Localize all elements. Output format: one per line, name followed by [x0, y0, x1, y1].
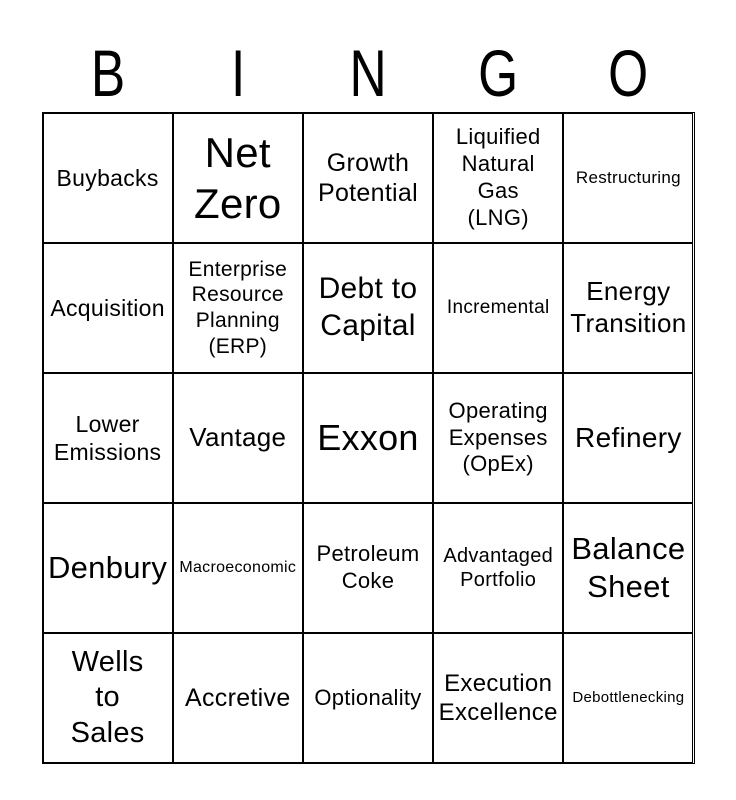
cell-label: Denbury — [47, 550, 168, 586]
bingo-cell-r1c2[interactable]: Net Zero — [172, 113, 303, 243]
cell-label: Debt to Capital — [318, 272, 418, 342]
cell-label: Petroleum Coke — [316, 541, 420, 593]
bingo-cell-r3c5[interactable]: Refinery — [563, 373, 694, 503]
bingo-cell-r1c3[interactable]: Growth Potential — [302, 113, 434, 243]
cell-label: Accretive — [185, 683, 291, 712]
cell-label: Net Zero — [194, 128, 282, 227]
bingo-title: B I N G O — [43, 40, 694, 106]
cell-label: Advantaged Portfolio — [443, 544, 554, 591]
bingo-cell-r2c5[interactable]: Energy Transition — [563, 243, 694, 373]
cell-label: Energy Transition — [570, 276, 687, 338]
bingo-cell-r5c2[interactable]: Accretive — [172, 633, 303, 763]
cell-label: Restructuring — [575, 167, 681, 187]
title-letter-b: B — [90, 36, 125, 110]
cell-label: Acquisition — [50, 294, 165, 321]
cell-label: Growth Potential — [317, 148, 418, 208]
bingo-cell-r4c2[interactable]: Macroeconomic — [172, 503, 303, 633]
bingo-cell-r4c4[interactable]: Advantaged Portfolio — [433, 503, 564, 633]
bingo-grid: Buybacks Net Zero Growth Potential Liqui… — [41, 112, 695, 764]
cell-label: Optionality — [314, 684, 422, 710]
title-letter-o: O — [608, 36, 649, 110]
bingo-cell-r2c1[interactable]: Acquisition — [42, 243, 173, 373]
cell-label: Wells to Sales — [70, 645, 145, 749]
bingo-cell-r5c1[interactable]: Wells to Sales — [42, 633, 173, 763]
cell-label: Debottlenecking — [572, 688, 685, 706]
cell-label: Refinery — [575, 421, 682, 453]
cell-label: Vantage — [189, 422, 287, 453]
bingo-cell-r1c1[interactable]: Buybacks — [42, 113, 173, 243]
bingo-cell-r2c2[interactable]: Enterprise Resource Planning (ERP) — [172, 243, 303, 373]
bingo-cell-r1c5[interactable]: Restructuring — [563, 113, 694, 243]
bingo-cell-r4c3[interactable]: Petroleum Coke — [302, 503, 434, 633]
bingo-cell-r3c2[interactable]: Vantage — [172, 373, 303, 503]
cell-label: Execution Excellence — [438, 669, 558, 726]
title-letter-i: I — [230, 36, 245, 110]
title-letter-n: N — [349, 36, 387, 110]
bingo-cell-r3c1[interactable]: Lower Emissions — [42, 373, 173, 503]
bingo-cell-r5c4[interactable]: Execution Excellence — [433, 633, 564, 763]
bingo-cell-r5c3[interactable]: Optionality — [302, 633, 434, 763]
bingo-cell-r3c3[interactable]: Exxon — [302, 373, 434, 503]
bingo-cell-r4c1[interactable]: Denbury — [42, 503, 173, 633]
title-letter-g: G — [478, 36, 519, 110]
bingo-cell-r2c3[interactable]: Debt to Capital — [302, 243, 434, 373]
cell-label: Macroeconomic — [179, 559, 297, 577]
cell-label: Incremental — [446, 297, 550, 319]
bingo-cell-r4c5[interactable]: Balance Sheet — [563, 503, 694, 633]
cell-label: Operating Expenses (OpEx) — [448, 397, 548, 477]
bingo-cell-r5c5[interactable]: Debottlenecking — [563, 633, 694, 763]
cell-label: Exxon — [317, 417, 419, 459]
bingo-cell-r3c4[interactable]: Operating Expenses (OpEx) — [433, 373, 564, 503]
cell-label: Enterprise Resource Planning (ERP) — [188, 257, 288, 358]
cell-label: Buybacks — [56, 164, 159, 191]
cell-label: Liquified Natural Gas (LNG) — [455, 124, 541, 230]
cell-label: Lower Emissions — [53, 410, 162, 465]
bingo-cell-r2c4[interactable]: Incremental — [433, 243, 564, 373]
bingo-cell-r1c4[interactable]: Liquified Natural Gas (LNG) — [433, 113, 564, 243]
cell-label: Balance Sheet — [571, 531, 686, 604]
